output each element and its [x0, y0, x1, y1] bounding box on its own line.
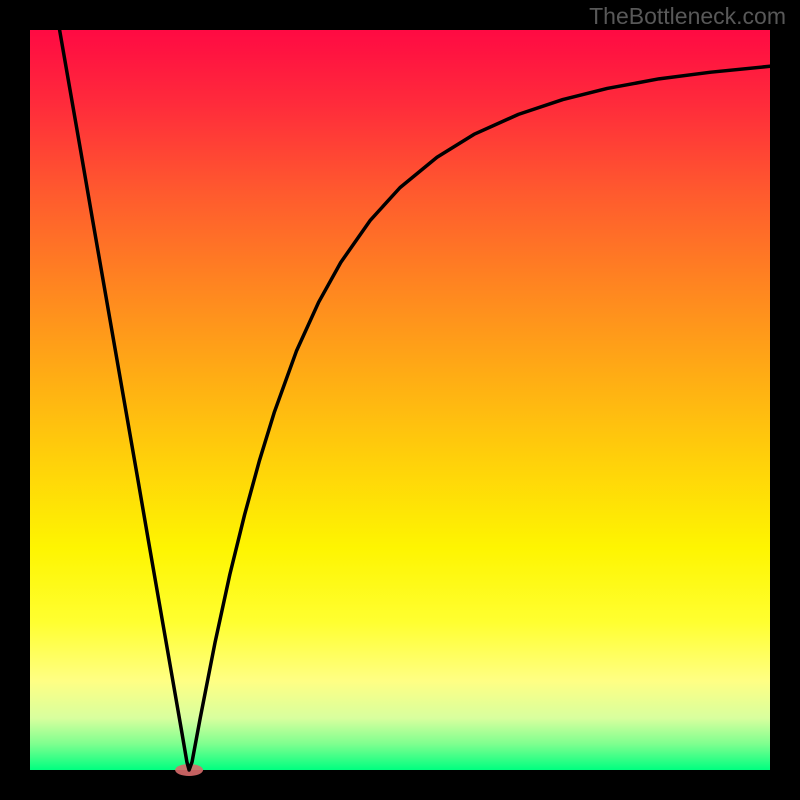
chart-container: TheBottleneck.com [0, 0, 800, 800]
watermark-text: TheBottleneck.com [589, 3, 786, 30]
chart-gradient-bg [30, 30, 770, 770]
bottleneck-chart [0, 0, 800, 800]
